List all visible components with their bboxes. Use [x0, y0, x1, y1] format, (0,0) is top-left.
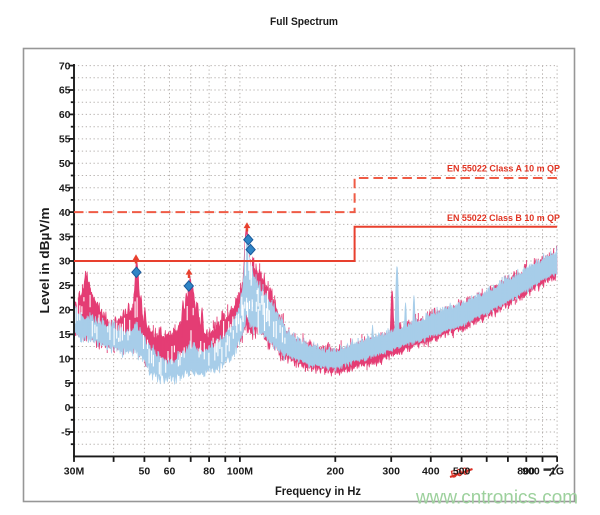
svg-text:60: 60 — [59, 109, 71, 121]
svg-text:200: 200 — [327, 466, 345, 478]
svg-text:70: 70 — [59, 60, 71, 72]
svg-text:www.cntronics.com: www.cntronics.com — [415, 488, 578, 509]
svg-text:EN 55022 Class A 10 m QP: EN 55022 Class A 10 m QP — [447, 164, 561, 175]
svg-text:60: 60 — [164, 466, 176, 478]
svg-text:900: 900 — [522, 466, 540, 478]
svg-text:0: 0 — [65, 402, 71, 414]
svg-text:45: 45 — [59, 182, 71, 194]
svg-text:55: 55 — [59, 134, 71, 146]
svg-text:25: 25 — [59, 280, 71, 292]
svg-text:100M: 100M — [227, 466, 254, 478]
svg-text:40: 40 — [59, 207, 71, 219]
svg-text:Level in dBµV/m: Level in dBµV/m — [38, 208, 52, 314]
svg-text:400: 400 — [422, 466, 440, 478]
svg-text:20: 20 — [59, 305, 71, 317]
svg-text:500: 500 — [453, 466, 471, 478]
svg-text:30M: 30M — [64, 466, 85, 478]
svg-text:EN 55022 Class B 10 m QP: EN 55022 Class B 10 m QP — [447, 213, 561, 224]
svg-text:-5: -5 — [61, 427, 70, 439]
svg-text:800: 800 — [517, 466, 535, 478]
svg-text:Frequency in Hz: Frequency in Hz — [275, 484, 361, 498]
svg-text:65: 65 — [59, 85, 71, 97]
svg-text:30: 30 — [59, 256, 71, 268]
svg-text:5: 5 — [65, 378, 71, 390]
svg-text:35: 35 — [59, 231, 71, 243]
svg-text:50: 50 — [59, 158, 71, 170]
svg-text:50: 50 — [139, 466, 151, 478]
svg-text:1G: 1G — [550, 466, 564, 478]
svg-text:80: 80 — [203, 466, 215, 478]
svg-text:10: 10 — [59, 353, 71, 365]
svg-text:300: 300 — [382, 466, 400, 478]
svg-text:15: 15 — [59, 329, 71, 341]
svg-text:Full Spectrum: Full Spectrum — [270, 16, 338, 28]
